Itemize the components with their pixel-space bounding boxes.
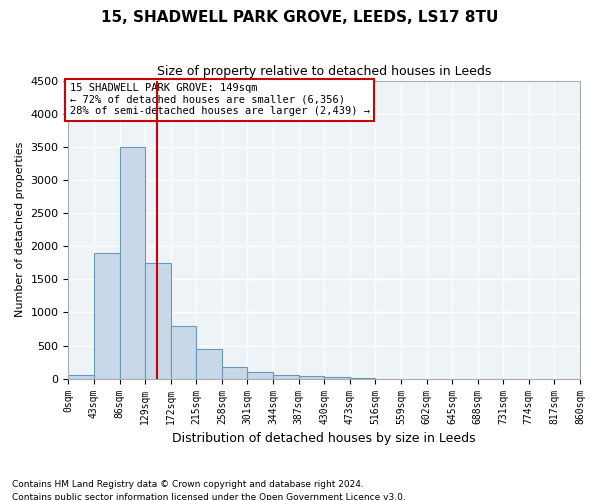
Bar: [247, 372, 273, 378]
Bar: [196, 349, 222, 378]
Bar: [299, 376, 324, 378]
Text: Contains public sector information licensed under the Open Government Licence v3: Contains public sector information licen…: [12, 492, 406, 500]
Text: Contains HM Land Registry data © Crown copyright and database right 2024.: Contains HM Land Registry data © Crown c…: [12, 480, 364, 489]
Bar: [119, 147, 145, 378]
Bar: [94, 253, 119, 378]
Text: 15, SHADWELL PARK GROVE, LEEDS, LS17 8TU: 15, SHADWELL PARK GROVE, LEEDS, LS17 8TU: [101, 10, 499, 25]
Bar: [273, 374, 299, 378]
Bar: [171, 326, 196, 378]
Y-axis label: Number of detached properties: Number of detached properties: [15, 142, 25, 318]
Title: Size of property relative to detached houses in Leeds: Size of property relative to detached ho…: [157, 65, 491, 78]
Bar: [145, 263, 171, 378]
Bar: [68, 376, 94, 378]
Text: 15 SHADWELL PARK GROVE: 149sqm
← 72% of detached houses are smaller (6,356)
28% : 15 SHADWELL PARK GROVE: 149sqm ← 72% of …: [70, 83, 370, 116]
X-axis label: Distribution of detached houses by size in Leeds: Distribution of detached houses by size …: [172, 432, 476, 445]
Bar: [222, 367, 247, 378]
